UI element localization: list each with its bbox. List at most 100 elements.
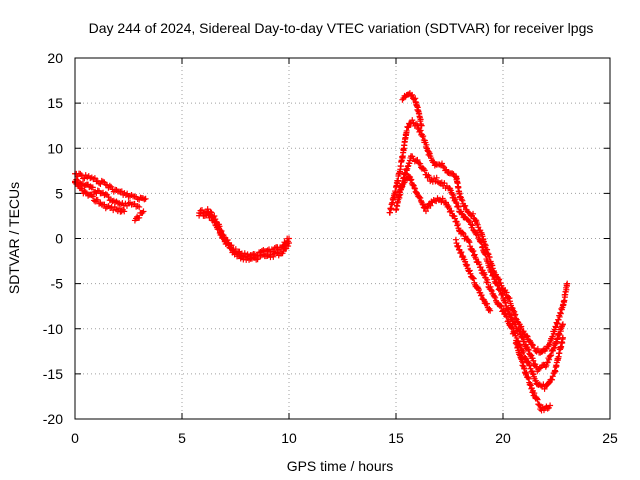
data-point — [407, 120, 414, 127]
series-trace-12 — [399, 90, 425, 129]
series-trace-1 — [72, 170, 149, 203]
data-point — [486, 254, 493, 261]
data-point — [559, 321, 566, 328]
data-point — [464, 261, 471, 268]
data-point — [405, 123, 412, 130]
data-point — [459, 252, 466, 259]
data-point — [550, 345, 557, 352]
y-tick-label: 0 — [55, 231, 63, 247]
data-point — [414, 156, 421, 163]
y-tick-label: -20 — [43, 411, 63, 427]
data-point — [97, 200, 104, 207]
data-point — [110, 207, 117, 214]
data-point — [142, 195, 149, 202]
data-point — [536, 365, 543, 372]
data-point — [285, 243, 292, 250]
data-point — [440, 163, 447, 170]
data-point — [465, 237, 472, 244]
data-point — [453, 200, 460, 207]
data-point — [439, 160, 446, 167]
data-point — [474, 232, 481, 239]
y-axis-label: SDTVAR / TECUs — [6, 182, 22, 294]
data-point — [396, 194, 403, 201]
data-point — [470, 210, 477, 217]
data-point — [228, 244, 235, 251]
data-point — [547, 352, 554, 359]
x-tick-label: 20 — [495, 430, 511, 446]
data-point — [417, 160, 424, 167]
series-trace-4 — [131, 208, 147, 224]
data-point — [499, 291, 506, 298]
data-point — [264, 252, 271, 259]
data-point — [105, 193, 112, 200]
data-point — [467, 243, 474, 250]
data-point — [417, 127, 424, 134]
data-point — [412, 185, 419, 192]
data-point — [492, 294, 499, 301]
data-point — [533, 395, 540, 402]
data-point — [121, 208, 128, 215]
data-point — [88, 192, 95, 199]
data-point — [106, 182, 113, 189]
y-tick-label: 15 — [47, 95, 63, 111]
data-point — [458, 210, 465, 217]
data-point — [77, 170, 84, 177]
data-point — [208, 213, 215, 220]
data-point — [556, 331, 563, 338]
data-point — [463, 262, 470, 269]
data-point — [518, 323, 525, 330]
data-point — [531, 390, 538, 397]
data-point — [449, 191, 456, 198]
data-point — [521, 336, 528, 343]
data-point — [546, 356, 553, 363]
series-trace-6 — [196, 209, 292, 263]
data-point — [505, 317, 512, 324]
data-point — [100, 178, 107, 185]
data-point — [503, 313, 510, 320]
data-point — [501, 310, 508, 317]
chart-title: Day 244 of 2024, Sidereal Day-to-day VTE… — [89, 20, 594, 36]
data-point — [548, 352, 555, 359]
data-point — [526, 362, 533, 369]
data-point — [473, 256, 480, 262]
data-point — [503, 289, 510, 296]
y-tick-label: -15 — [43, 366, 63, 382]
data-point — [89, 193, 96, 200]
data-point — [534, 396, 541, 403]
data-point — [417, 197, 424, 204]
data-point — [549, 373, 556, 380]
series-trace-11 — [512, 339, 554, 414]
data-point — [421, 167, 428, 174]
data-point — [254, 256, 261, 263]
data-point — [454, 243, 461, 250]
data-point — [503, 313, 510, 320]
data-point — [497, 287, 504, 294]
y-tick-label: 20 — [47, 50, 63, 66]
data-point — [530, 357, 537, 364]
series-trace-3 — [72, 179, 128, 215]
data-point — [407, 177, 414, 184]
data-point — [481, 271, 488, 278]
data-point — [484, 279, 491, 286]
data-point — [452, 199, 459, 206]
data-point — [544, 405, 551, 412]
data-point — [458, 196, 465, 203]
x-tick-label: 5 — [178, 430, 186, 446]
data-point — [409, 153, 416, 160]
data-point — [216, 226, 223, 233]
data-point — [545, 379, 552, 386]
data-point — [500, 307, 507, 314]
data-point — [286, 240, 292, 247]
data-point — [559, 334, 566, 341]
data-point — [529, 341, 536, 348]
data-point — [470, 248, 477, 255]
data-point — [91, 175, 98, 182]
data-point — [418, 122, 425, 129]
data-point — [524, 358, 531, 365]
data-point — [477, 264, 484, 271]
data-point — [462, 258, 469, 265]
data-point — [484, 300, 491, 307]
data-point — [474, 284, 481, 291]
data-point — [508, 314, 515, 321]
data-point — [462, 202, 469, 209]
